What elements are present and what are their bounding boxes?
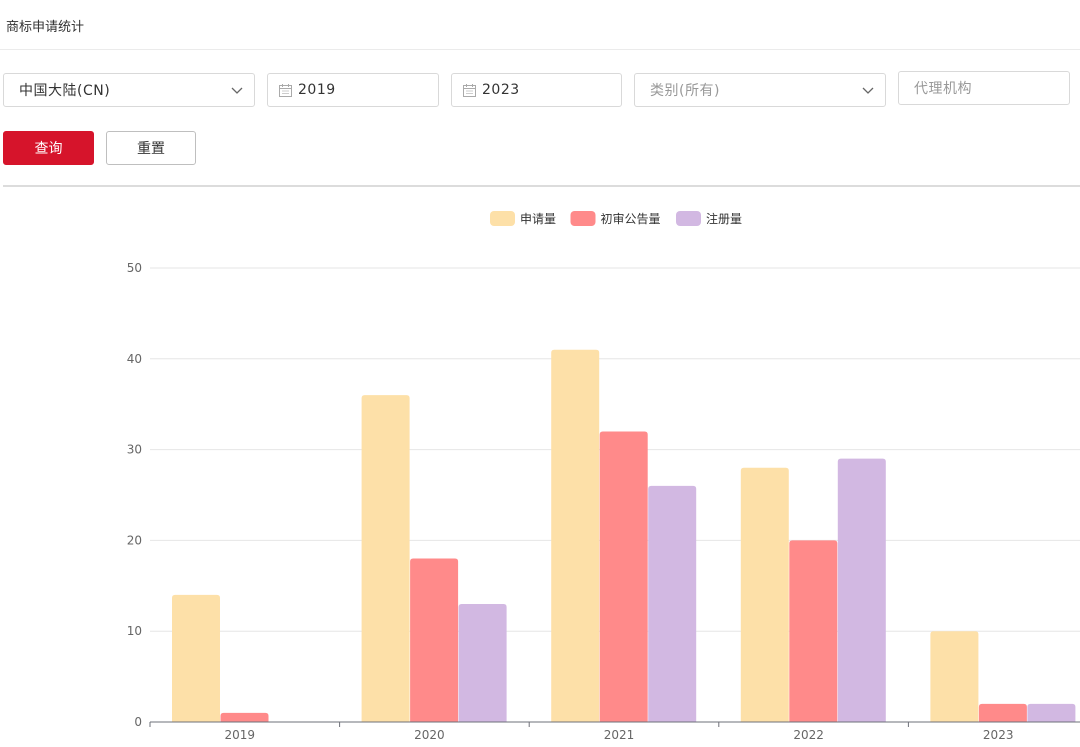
bar: [789, 540, 838, 722]
y-tick-label: 0: [134, 715, 142, 729]
end-year-picker[interactable]: 2023: [451, 73, 622, 107]
chart-axes: 0 10 20 30 40 50 2019 2020 2021 2022 2023: [127, 261, 1080, 742]
bar: [220, 712, 269, 722]
bar: [1027, 703, 1076, 722]
legend-swatch: [490, 211, 515, 226]
chart-legend: 申请量 初审公告量 注册量: [490, 211, 742, 226]
bar: [361, 395, 410, 722]
legend-swatch: [570, 211, 596, 226]
chevron-down-icon: [231, 87, 243, 94]
y-tick-label: 30: [127, 443, 142, 457]
bar: [978, 703, 1027, 722]
calendar-icon: [279, 83, 292, 97]
bar: [740, 467, 789, 722]
x-tick-label: 2022: [793, 728, 824, 742]
bar: [599, 431, 648, 722]
region-select[interactable]: 中国大陆(CN): [3, 73, 255, 107]
bar: [648, 485, 697, 722]
legend-swatch: [676, 211, 701, 226]
legend-label: 初审公告量: [601, 211, 661, 226]
y-tick-label: 50: [127, 261, 142, 275]
statistics-bar-chart: 申请量 初审公告量 注册量 0 10 20 30 40 50 2019 2020 2021 2022 2…: [127, 211, 1080, 742]
section-divider: [3, 185, 1080, 187]
bar: [172, 594, 220, 722]
x-tick-label: 2019: [225, 728, 256, 742]
legend-label: 申请量: [520, 212, 556, 226]
y-tick-label: 10: [127, 624, 142, 638]
chevron-down-icon: [862, 87, 874, 94]
bar: [930, 631, 979, 722]
bar: [551, 349, 600, 722]
bar: [458, 603, 507, 722]
chart-bars: [172, 349, 1076, 722]
end-year-value: 2023: [482, 82, 520, 98]
category-select[interactable]: 类别(所有): [634, 73, 886, 107]
agency-input[interactable]: 代理机构: [898, 71, 1070, 105]
header-divider: [0, 49, 1080, 50]
x-tick-label: 2023: [983, 728, 1014, 742]
x-tick-label: 2020: [414, 728, 445, 742]
x-tick-label: 2021: [604, 728, 635, 742]
category-select-value: 类别(所有): [650, 83, 720, 99]
start-year-picker[interactable]: 2019: [267, 73, 439, 107]
y-tick-label: 20: [127, 533, 142, 547]
calendar-icon: [463, 83, 476, 97]
agency-placeholder: 代理机构: [914, 81, 972, 97]
region-select-value: 中国大陆(CN): [19, 83, 111, 99]
query-button[interactable]: 查询: [3, 131, 94, 165]
legend-label: 注册量: [706, 211, 742, 226]
start-year-value: 2019: [298, 82, 336, 98]
y-tick-label: 40: [127, 352, 142, 366]
reset-button[interactable]: 重置: [106, 131, 196, 165]
bar: [837, 458, 886, 722]
page-title: 商标申请统计: [6, 20, 85, 35]
bar: [410, 558, 459, 722]
